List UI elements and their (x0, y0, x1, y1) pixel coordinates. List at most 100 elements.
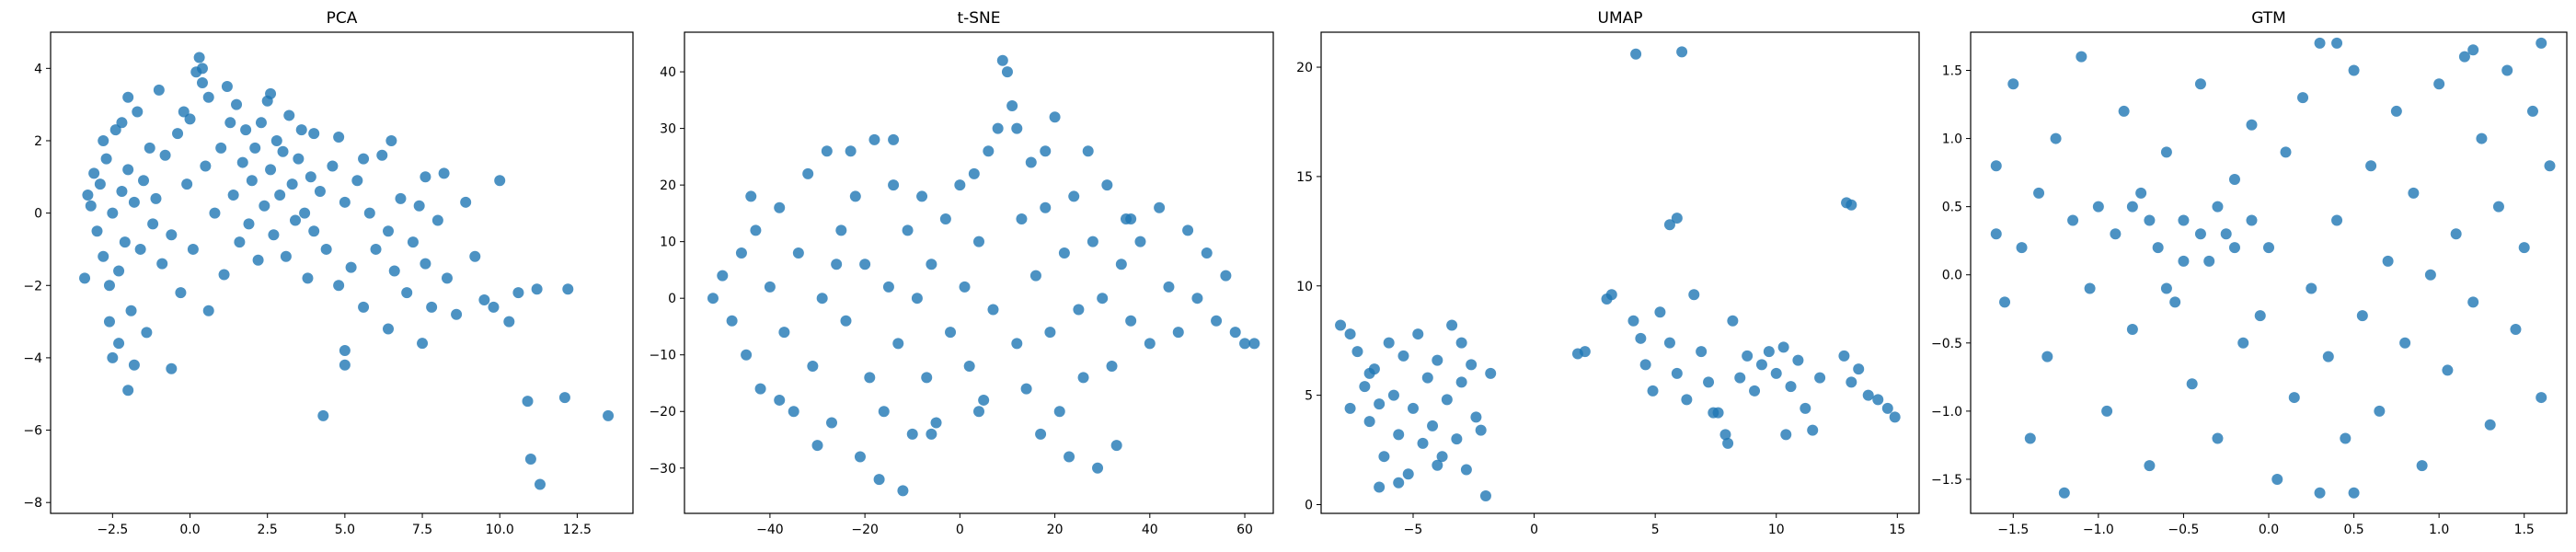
pca-xtick-label: 7.5 (412, 523, 432, 537)
gtm-point (2058, 487, 2070, 499)
gtm-xtick-label: 0.5 (2343, 523, 2363, 537)
tsne-point (1068, 190, 1080, 202)
tsne-point (973, 236, 984, 247)
tsne-point (1092, 462, 1104, 474)
gtm-point (2144, 214, 2156, 226)
umap-point (1681, 394, 1693, 406)
umap-point (1749, 385, 1761, 397)
pca-point (395, 192, 407, 204)
gtm-point (2271, 473, 2283, 485)
gtm-point (2433, 78, 2445, 90)
gtm-point (2416, 460, 2428, 472)
pca-point (202, 91, 214, 103)
gtm-point (2322, 351, 2334, 362)
pca-xtick-label: 10.0 (486, 523, 514, 537)
umap-xtick-label: 10 (1768, 523, 1785, 537)
tsne-point (959, 281, 971, 293)
gtm-ytick-label: 0.5 (1942, 201, 1962, 215)
gtm-point (2152, 242, 2164, 254)
pca-ytick-label: 2 (34, 134, 42, 149)
pca-xtick-label: 12.5 (563, 523, 592, 537)
pca-point (181, 178, 193, 190)
umap-point (1755, 359, 1767, 371)
gtm-point (2382, 255, 2394, 267)
pca-point (141, 327, 153, 339)
tsne-point (1182, 224, 1194, 236)
gtm-point (2126, 201, 2138, 213)
tsne-ytick-label: −30 (649, 462, 676, 477)
tsne-point (873, 474, 885, 486)
pca-point (252, 254, 264, 266)
gtm-point (2536, 392, 2547, 404)
pca-point (339, 345, 351, 357)
pca-point (184, 113, 196, 125)
tsne-axes-frame (684, 31, 1274, 514)
umap-point (1800, 402, 1811, 414)
umap-point (1742, 350, 1754, 362)
umap-point (1579, 346, 1591, 358)
gtm-point (2501, 64, 2513, 76)
pca-point (113, 338, 125, 350)
gtm-point (1990, 228, 2002, 240)
tsne-point (1229, 327, 1241, 339)
pca-ytick-label: 0 (34, 207, 42, 222)
pca-point (351, 175, 363, 187)
tsne-point (1016, 213, 1028, 225)
gtm-point (2076, 51, 2087, 63)
pca-point (420, 171, 431, 183)
pca-point (441, 272, 453, 284)
umap-point (1696, 346, 1708, 358)
tsne-point (897, 485, 909, 497)
pca-point (308, 225, 320, 237)
umap-point (1417, 437, 1429, 449)
pca-point (193, 52, 205, 63)
umap-point (1727, 315, 1739, 327)
gtm-point (2374, 405, 2386, 417)
umap-point (1351, 346, 1363, 358)
pca-point (289, 214, 301, 226)
gtm-ytick-label: −0.5 (1931, 337, 1962, 351)
gtm-point (2041, 351, 2053, 362)
tsne-point (717, 270, 729, 282)
umap-point (1402, 468, 1414, 480)
pca-point (274, 189, 286, 201)
tsne-points (707, 54, 1260, 497)
umap-point (1436, 451, 1448, 463)
pca-point (91, 225, 103, 237)
pca-point (388, 265, 400, 277)
tsne-point (849, 190, 861, 202)
tsne-xtick-label: 20 (1047, 523, 1064, 537)
pca-point (534, 478, 546, 490)
tsne-point (821, 145, 833, 157)
pca-point (246, 175, 258, 187)
gtm-point (1990, 160, 2002, 172)
tsne-point (835, 224, 847, 236)
umap-point (1846, 376, 1857, 388)
gtm-point (2067, 214, 2079, 226)
umap-point (1719, 429, 1731, 441)
tsne-point (845, 145, 857, 157)
gtm-point (2544, 160, 2556, 172)
tsne-point (1125, 213, 1137, 225)
pca-point (227, 189, 239, 201)
tsne-point (1044, 327, 1056, 339)
tsne-point (926, 428, 937, 440)
umap-point (1335, 319, 1347, 331)
pca-point (159, 149, 171, 161)
pca-point (339, 359, 351, 371)
pca-point (268, 229, 280, 241)
tsne-point (1035, 428, 1047, 440)
gtm-point (2467, 296, 2479, 308)
pca-point (270, 134, 282, 146)
pca-point (138, 175, 150, 187)
tsne-point (888, 179, 900, 191)
pca-point (494, 175, 506, 187)
tsne-point (726, 315, 738, 327)
tsne-point (802, 167, 814, 179)
pca-point (224, 117, 236, 129)
tsne-point (811, 440, 823, 452)
pca-ytick-label: −6 (23, 424, 42, 439)
umap-point (1763, 346, 1775, 358)
pca-xtick-label: 5.0 (335, 523, 355, 537)
tsne-point (1144, 338, 1156, 350)
